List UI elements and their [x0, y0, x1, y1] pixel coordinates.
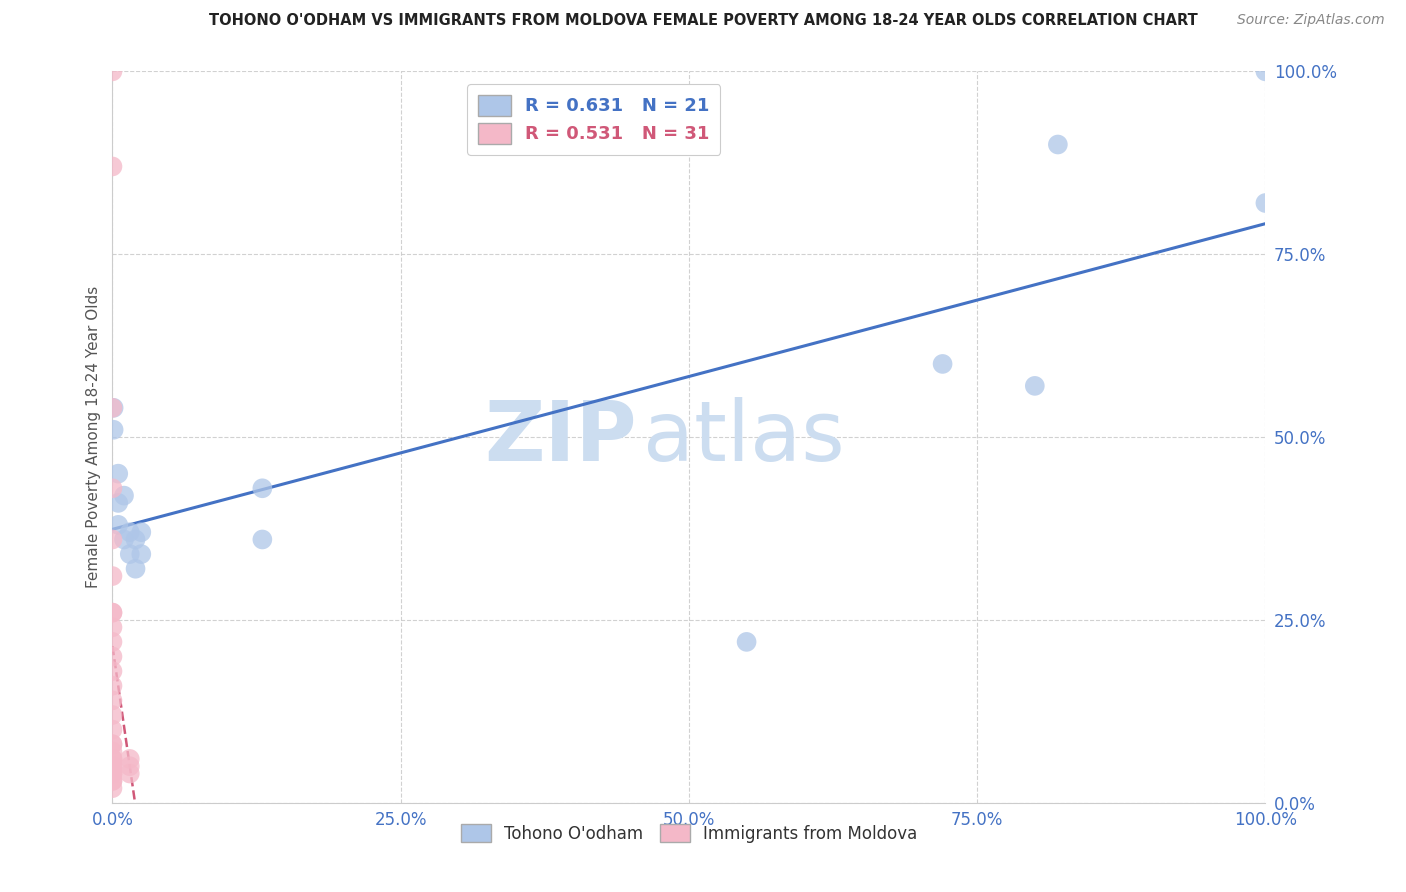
- Point: [101, 664, 124, 678]
- Text: atlas: atlas: [643, 397, 845, 477]
- Point: [101, 693, 124, 707]
- Point: [252, 481, 274, 495]
- Point: [101, 773, 124, 788]
- Point: [103, 401, 125, 415]
- Point: [1254, 64, 1277, 78]
- Legend: Tohono O'odham, Immigrants from Moldova: Tohono O'odham, Immigrants from Moldova: [454, 818, 924, 849]
- Point: [101, 64, 124, 78]
- Point: [101, 481, 124, 495]
- Point: [101, 781, 124, 796]
- Point: [101, 569, 124, 583]
- Point: [101, 766, 124, 780]
- Point: [101, 752, 124, 766]
- Text: ZIP: ZIP: [485, 397, 637, 477]
- Point: [1254, 196, 1277, 211]
- Point: [129, 525, 153, 540]
- Point: [101, 606, 124, 620]
- Point: [118, 766, 141, 780]
- Point: [101, 679, 124, 693]
- Point: [101, 737, 124, 751]
- Point: [124, 562, 146, 576]
- Point: [101, 723, 124, 737]
- Point: [124, 533, 146, 547]
- Point: [735, 635, 758, 649]
- Point: [931, 357, 953, 371]
- Point: [101, 635, 124, 649]
- Point: [101, 766, 124, 780]
- Text: Source: ZipAtlas.com: Source: ZipAtlas.com: [1237, 13, 1385, 28]
- Point: [101, 160, 124, 174]
- Point: [112, 489, 135, 503]
- Point: [101, 649, 124, 664]
- Y-axis label: Female Poverty Among 18-24 Year Olds: Female Poverty Among 18-24 Year Olds: [86, 286, 101, 588]
- Point: [103, 423, 125, 437]
- Point: [107, 467, 129, 481]
- Point: [118, 547, 141, 561]
- Point: [118, 525, 141, 540]
- Point: [118, 752, 141, 766]
- Point: [101, 773, 124, 788]
- Point: [101, 708, 124, 723]
- Point: [101, 737, 124, 751]
- Point: [101, 606, 124, 620]
- Point: [101, 759, 124, 773]
- Point: [118, 759, 141, 773]
- Point: [101, 533, 124, 547]
- Point: [101, 752, 124, 766]
- Point: [101, 745, 124, 759]
- Point: [112, 533, 135, 547]
- Point: [107, 496, 129, 510]
- Point: [107, 517, 129, 532]
- Point: [101, 401, 124, 415]
- Point: [129, 547, 153, 561]
- Point: [1024, 379, 1046, 393]
- Point: [101, 620, 124, 634]
- Point: [252, 533, 274, 547]
- Point: [1046, 137, 1069, 152]
- Text: TOHONO O'ODHAM VS IMMIGRANTS FROM MOLDOVA FEMALE POVERTY AMONG 18-24 YEAR OLDS C: TOHONO O'ODHAM VS IMMIGRANTS FROM MOLDOV…: [208, 13, 1198, 29]
- Point: [101, 759, 124, 773]
